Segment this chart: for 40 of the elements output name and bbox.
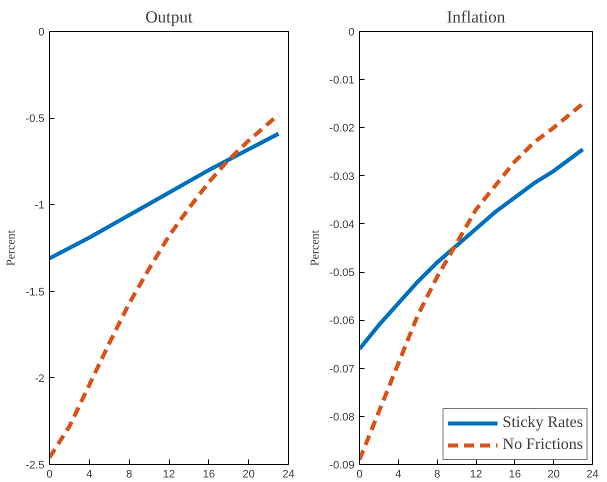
chart-title: Inflation	[446, 8, 506, 26]
x-tick-label: 12	[470, 468, 482, 480]
y-tick-label: -0.05	[329, 267, 355, 280]
x-tick-label: 4	[395, 468, 402, 480]
y-tick-label: -0.09	[329, 460, 355, 472]
y-tick-label: -0.04	[329, 218, 355, 231]
line-series	[360, 102, 585, 462]
y-tick-label: 0	[348, 26, 355, 38]
x-tick-label: 0	[46, 468, 53, 480]
y-tick-label: -0.07	[329, 363, 355, 376]
x-tick-label: 16	[508, 468, 521, 480]
x-tick-label: 24	[282, 468, 295, 480]
y-tick-label: -0.5	[26, 113, 45, 126]
line-series	[360, 147, 585, 352]
x-tick-label: 20	[242, 468, 255, 480]
x-tick-label: 4	[86, 468, 92, 480]
y-tick-label: -0.06	[329, 315, 355, 328]
x-tick-label: 12	[162, 468, 176, 480]
y-axis-title: Percent	[4, 229, 18, 266]
x-tick-label: 20	[548, 468, 560, 480]
y-tick-label: -2	[34, 372, 44, 385]
legend-label: No Frictions	[502, 436, 583, 454]
y-tick-label: 0	[38, 26, 45, 38]
x-tick-label: 0	[356, 468, 363, 480]
y-tick-label: -0.01	[329, 74, 355, 87]
line-series	[50, 132, 281, 260]
y-tick-label: -2.5	[26, 460, 45, 472]
x-tick-label: 24	[586, 468, 599, 480]
x-tick-label: 8	[126, 468, 132, 480]
y-tick-label: -1.5	[26, 286, 45, 298]
x-tick-label: 8	[434, 468, 440, 480]
y-tick-label: -1	[34, 200, 44, 212]
y-tick-label: -0.02	[329, 122, 355, 135]
y-axis-title: Percent	[307, 229, 322, 266]
chart-title: Output	[145, 8, 193, 26]
x-tick-label: 16	[202, 468, 215, 480]
line-series	[50, 112, 281, 460]
y-tick-label: -0.08	[329, 411, 355, 424]
legend-label: Sticky Rates	[502, 414, 583, 432]
y-tick-label: -0.03	[329, 170, 355, 183]
